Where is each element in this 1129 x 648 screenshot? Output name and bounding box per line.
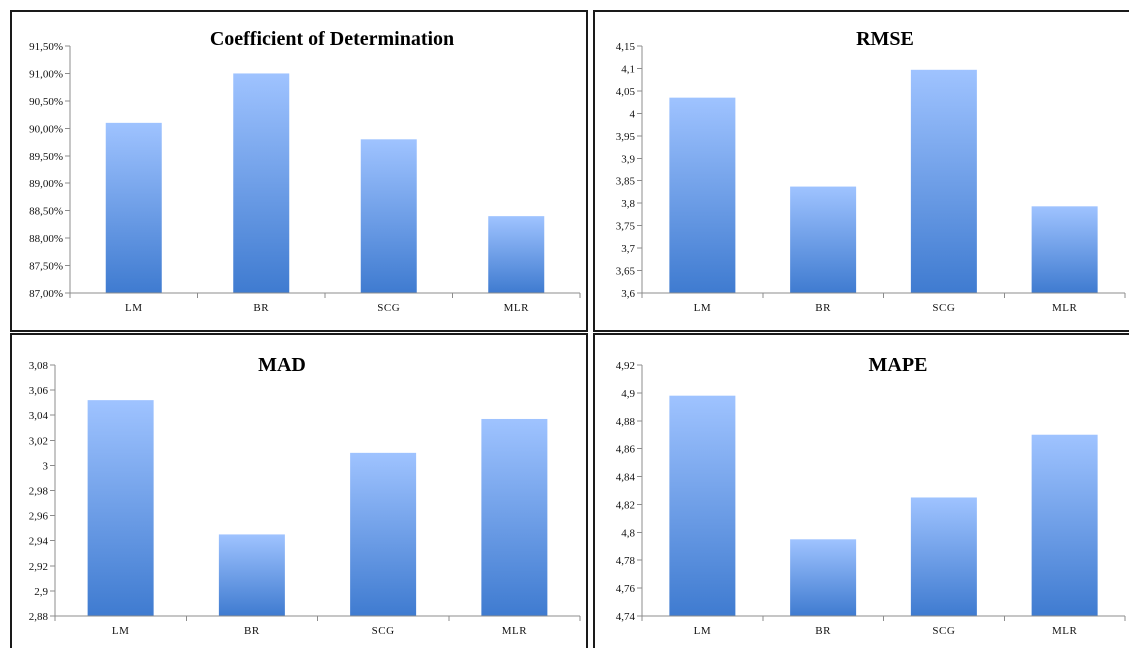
bar-br — [790, 539, 857, 616]
y-tick-label: 3,7 — [621, 243, 635, 255]
y-tick-label: 4 — [630, 108, 636, 120]
x-category-label: BR — [815, 302, 831, 314]
y-tick-label: 4,9 — [621, 388, 635, 400]
y-tick-label: 3,75 — [616, 221, 636, 233]
x-category-label: LM — [112, 625, 130, 637]
bar-br — [233, 73, 290, 293]
y-tick-label: 2,88 — [29, 611, 49, 623]
y-tick-label: 4,76 — [616, 583, 636, 595]
y-tick-label: 4,1 — [621, 63, 635, 75]
x-category-label: BR — [253, 302, 269, 314]
y-tick-label: 4,74 — [616, 611, 636, 623]
y-tick-label: 4,92 — [616, 360, 635, 372]
y-tick-label: 88,00% — [29, 233, 63, 245]
y-tick-label: 3,06 — [29, 385, 49, 397]
y-tick-label: 90,50% — [29, 96, 63, 108]
y-tick-label: 89,00% — [29, 178, 63, 190]
y-tick-label: 2,94 — [29, 536, 49, 548]
y-tick-label: 91,00% — [29, 68, 63, 80]
y-tick-label: 3,04 — [29, 410, 49, 422]
chart-title: MAD — [258, 354, 306, 376]
x-category-label: MLR — [502, 625, 528, 637]
y-tick-label: 3,85 — [616, 176, 636, 188]
x-category-label: BR — [815, 625, 831, 637]
x-category-label: SCG — [932, 625, 955, 637]
y-tick-label: 2,92 — [29, 561, 48, 573]
bar-mlr — [481, 418, 548, 616]
x-category-label: BR — [244, 625, 260, 637]
y-tick-label: 88,50% — [29, 206, 63, 218]
y-tick-label: 3,08 — [29, 360, 49, 372]
y-tick-label: 2,98 — [29, 486, 49, 498]
y-tick-label: 87,50% — [29, 261, 63, 273]
y-tick-label: 3,8 — [621, 198, 635, 210]
bar-mlr — [1031, 434, 1098, 616]
bar-lm — [87, 400, 154, 616]
y-tick-label: 3,6 — [621, 288, 635, 300]
chart-title: MAPE — [869, 354, 928, 376]
x-category-label: MLR — [1052, 625, 1078, 637]
chart-panel-mad: MAD 2,88 2,9 2,92 2,94 2,96 2,98 3 3,02 3,04 3,06 3… — [10, 333, 588, 648]
chart-mape: MAPE 4,74 4,76 4,78 4,8 4,82 4,84 4,86 4,88 4,9 4,… — [616, 354, 1126, 637]
bar-scg — [910, 497, 977, 616]
y-tick-label: 4,78 — [616, 555, 636, 567]
x-category-label: LM — [125, 302, 143, 314]
bar-scg — [910, 69, 977, 293]
y-tick-label: 89,50% — [29, 151, 63, 163]
bar-mlr — [1031, 206, 1098, 293]
bar-br — [790, 186, 857, 293]
chart-panel-coefficient-of-determination: Coefficient of Determination 87,00% 87,50%… — [10, 10, 588, 332]
y-tick-label: 3,65 — [616, 266, 636, 278]
y-tick-label: 91,50% — [29, 41, 63, 53]
y-tick-label: 4,82 — [616, 499, 635, 511]
y-tick-label: 3,02 — [29, 435, 48, 447]
x-category-label: MLR — [1052, 302, 1078, 314]
bar-br — [218, 534, 285, 616]
x-category-label: SCG — [377, 302, 400, 314]
bar-lm — [669, 395, 736, 616]
chart-mad: MAD 2,88 2,9 2,92 2,94 2,96 2,98 3 3,02 3,04 3,06 3… — [29, 354, 581, 637]
y-tick-label: 4,15 — [616, 41, 636, 53]
y-tick-label: 4,88 — [616, 416, 636, 428]
chart-coefficient-of-determination: Coefficient of Determination 87,00% 87,50%… — [29, 28, 581, 314]
y-tick-label: 90,00% — [29, 123, 63, 135]
bar-mlr — [488, 216, 545, 293]
x-category-label: LM — [694, 302, 712, 314]
bar-lm — [669, 97, 736, 294]
chart-title: RMSE — [856, 28, 914, 50]
x-category-label: SCG — [372, 625, 395, 637]
y-tick-label: 3,95 — [616, 131, 636, 143]
y-tick-label: 4,86 — [616, 444, 636, 456]
x-category-label: SCG — [932, 302, 955, 314]
chart-title: Coefficient of Determination — [210, 28, 454, 50]
chart-panel-mape: MAPE 4,74 4,76 4,78 4,8 4,82 4,84 4,86 4,88 4,9 4,… — [593, 333, 1129, 648]
x-category-label: LM — [694, 625, 712, 637]
y-tick-label: 4,8 — [621, 527, 635, 539]
y-tick-label: 2,96 — [29, 511, 49, 523]
bar-scg — [360, 139, 417, 293]
y-tick-label: 4,84 — [616, 472, 636, 484]
x-category-label: MLR — [504, 302, 530, 314]
y-tick-label: 3 — [43, 460, 49, 472]
y-tick-label: 2,9 — [34, 586, 48, 598]
chart-panel-rmse: RMSE 3,6 3,65 3,7 3,75 3,8 3,85 3,9 3,95 4 4,05 4,1… — [593, 10, 1129, 332]
y-tick-label: 3,9 — [621, 153, 635, 165]
bar-lm — [105, 122, 162, 293]
chart-rmse: RMSE 3,6 3,65 3,7 3,75 3,8 3,85 3,9 3,95 4 4,05 4,1… — [616, 28, 1126, 314]
bar-scg — [350, 452, 417, 616]
y-tick-label: 87,00% — [29, 288, 63, 300]
y-tick-label: 4,05 — [616, 86, 636, 98]
